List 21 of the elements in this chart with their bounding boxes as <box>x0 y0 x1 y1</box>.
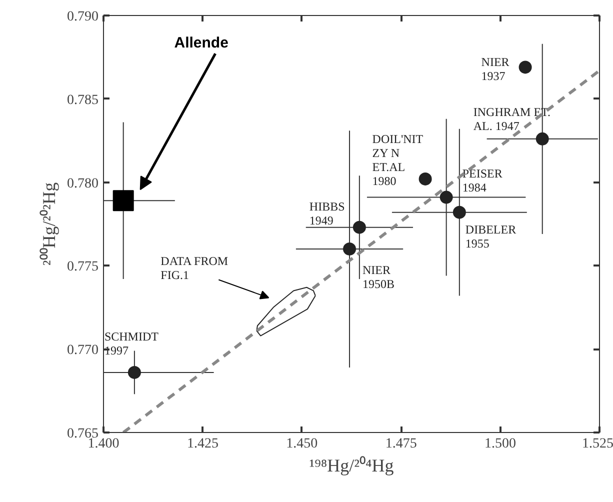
x-tick-label: 1.525 <box>582 436 613 452</box>
text: DATA FROM FIG.1 <box>160 254 228 282</box>
series-label: NIER 1950B <box>362 263 395 292</box>
series-label: DOIL'NIT ZY N ET.AL 1980 <box>372 132 424 188</box>
series-label: HIBBS 1949 <box>309 199 345 228</box>
y-tick-label: 0.785 <box>67 92 98 108</box>
text: Allende <box>174 34 228 52</box>
x-tick-label: 1.475 <box>385 436 417 452</box>
x-tick-label: 1.425 <box>186 436 218 452</box>
y-tick-label: 0.790 <box>67 10 98 24</box>
series-label: DIBELER 1955 <box>465 222 516 250</box>
series-label: SCHMIDT 1997 <box>104 329 160 358</box>
x-axis-title: ¹⁹⁸Hg/²⁰⁴Hg <box>309 456 394 476</box>
y-tick-label: 0.775 <box>67 260 98 275</box>
y-tick-label: 0.770 <box>67 343 98 358</box>
series-label: NIER 1937 <box>481 55 510 84</box>
y-axis-title: ²⁰⁰Hg/²⁰²Hg <box>39 182 59 266</box>
x-tick-label: 1.500 <box>484 436 516 452</box>
x-tick-label: 1.450 <box>286 436 318 452</box>
y-tick-label: 0.780 <box>67 176 98 192</box>
series-label: PEISER 1984 <box>462 166 502 194</box>
